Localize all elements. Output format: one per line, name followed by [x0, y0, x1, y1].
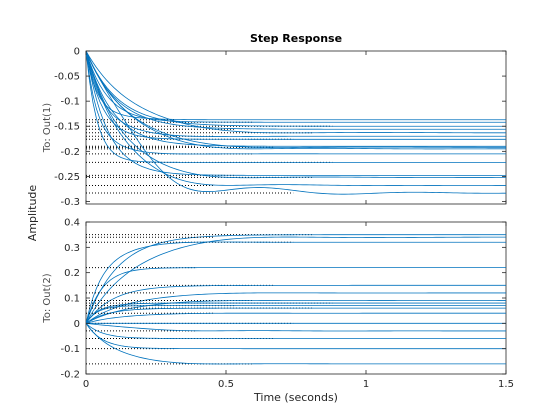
- y-tick-label: -0.15: [54, 122, 80, 133]
- y-tick-label: -0.1: [60, 344, 80, 355]
- response-line: [86, 234, 506, 324]
- response-line: [86, 322, 506, 332]
- plot-frame: [85, 50, 507, 205]
- y-tick-label: 0.4: [64, 218, 80, 229]
- response-line: [86, 323, 506, 350]
- y-tick-label: -0.1: [60, 97, 80, 108]
- x-tick-label: 1: [363, 379, 369, 390]
- response-line: [86, 323, 506, 339]
- axes-panel-1: 0 -0.05 -0.1 -0.15 -0.2 -0.25 -0.3 To: Out(1): [42, 47, 507, 208]
- y-axis-label: Amplitude: [26, 185, 39, 242]
- response-line: [86, 51, 506, 137]
- response-line: [86, 236, 506, 324]
- response-line: [86, 51, 506, 147]
- response-line: [86, 51, 506, 123]
- y-tick-label: -0.2: [60, 370, 80, 381]
- x-tick-label: 0: [83, 379, 89, 390]
- response-line: [86, 51, 506, 134]
- output-row-label: To: Out(2): [42, 273, 53, 323]
- response-line: [86, 305, 506, 324]
- response-line: [86, 51, 506, 149]
- response-line: [86, 51, 506, 195]
- response-line: [86, 51, 506, 150]
- response-line: [86, 51, 506, 155]
- response-line: [86, 51, 506, 121]
- response-line: [86, 284, 506, 324]
- response-line: [86, 51, 506, 179]
- series-group: [86, 51, 506, 195]
- y-tick-label: 0: [74, 319, 80, 330]
- response-line: [86, 323, 506, 365]
- x-tick-label: 0.5: [218, 379, 234, 390]
- response-line: [86, 300, 506, 324]
- response-line: [86, 241, 506, 324]
- response-line: [86, 51, 506, 127]
- response-line: [86, 51, 506, 140]
- plot-frame: [85, 221, 507, 375]
- response-line: [86, 292, 506, 324]
- response-line: [86, 307, 506, 324]
- y-tick-label: -0.2: [60, 147, 80, 158]
- response-line: [86, 267, 506, 324]
- y-tick-label: -0.05: [54, 72, 80, 83]
- y-tick-label: -0.3: [60, 197, 80, 208]
- y-tick-label: -0.25: [54, 172, 80, 183]
- series-group: [86, 234, 506, 365]
- y-tick-label: 0.1: [64, 294, 80, 305]
- response-line: [86, 51, 506, 176]
- y-tick-label: 0: [74, 47, 80, 58]
- chart-title: Step Response: [250, 32, 342, 45]
- y-tick-label: 0.3: [64, 243, 80, 254]
- response-line: [86, 312, 506, 324]
- response-line: [86, 51, 506, 130]
- response-line: [86, 51, 506, 163]
- output-row-label: To: Out(1): [42, 103, 53, 153]
- x-axis-label: Time (seconds): [253, 391, 338, 404]
- x-tick-label: 1.5: [498, 379, 514, 390]
- axes-panel-2: 0.40.30.20.10-0.1-0.20 0.5 1 1.5To: Out(2): [42, 218, 514, 391]
- response-line: [86, 51, 506, 186]
- y-tick-label: 0.2: [64, 268, 80, 279]
- panels-group: 0 -0.05 -0.1 -0.15 -0.2 -0.25 -0.3 To: Out(1) 0.…: [42, 47, 514, 391]
- response-line: [86, 302, 506, 324]
